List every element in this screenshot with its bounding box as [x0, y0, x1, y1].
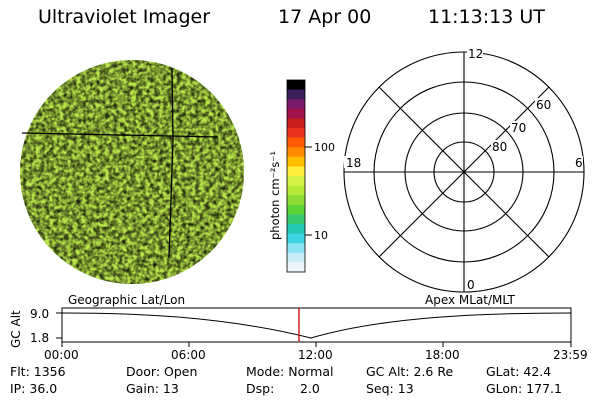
- timeline-x-0000: 00:00: [44, 348, 79, 362]
- mlt-label-18: 18: [346, 156, 361, 170]
- status-flt: Flt: 1356: [10, 364, 66, 379]
- timeline-x-2359: 23:59: [553, 348, 588, 362]
- polar-labels: 12 18 6 0 60 70 80: [344, 47, 583, 292]
- uv-image-crosshair: [21, 67, 219, 259]
- instrument-title: Ultraviolet Imager: [38, 6, 211, 28]
- status-glon: GLon: 177.1: [486, 381, 562, 396]
- timeline-right-label: Apex MLat/MLT: [425, 293, 515, 307]
- timeline-x-0600: 06:00: [171, 348, 206, 362]
- colorbar-segment: [287, 147, 305, 158]
- colorbar-segment: [287, 204, 305, 215]
- timeline-y-bottom: 1.8: [30, 331, 49, 345]
- colorbar-ticks: [305, 146, 312, 236]
- colorbar-segment: [287, 128, 305, 139]
- colorbar-segment: [287, 176, 305, 187]
- timeline-left-label: Geographic Lat/Lon: [68, 293, 185, 307]
- lat-label-60: 60: [536, 98, 551, 112]
- colorbar-segment: [287, 262, 305, 273]
- colorbar-segment: [287, 243, 305, 254]
- lat-label-70: 70: [511, 121, 526, 135]
- colorbar-segment: [287, 185, 305, 196]
- mlt-label-6: 6: [575, 156, 583, 170]
- status-glat: GLat: 42.4: [486, 364, 552, 379]
- status-seq: Seq: 13: [366, 381, 414, 396]
- colorbar-segment: [287, 224, 305, 235]
- date-label: 17 Apr 00: [278, 6, 372, 28]
- colorbar-segment: [287, 108, 305, 119]
- colorbar-segment: [287, 214, 305, 225]
- colorbar-tick-10: 10: [314, 229, 328, 242]
- colorbar-segment: [287, 233, 305, 244]
- colorbar-tick-100: 100: [314, 141, 335, 154]
- timeline: Geographic Lat/Lon Apex MLat/MLT GC Alt …: [9, 293, 588, 362]
- colorbar-segment: [287, 99, 305, 110]
- colorbar-segment: [287, 195, 305, 206]
- colorbar: [287, 80, 305, 273]
- colorbar-segment: [287, 252, 305, 263]
- time-label: 11:13:13 UT: [428, 6, 545, 28]
- status-gcalt: GC Alt: 2.6 Re: [366, 364, 454, 379]
- colorbar-frame: [286, 79, 306, 273]
- status-mode: Mode: Normal: [246, 364, 334, 379]
- mlt-label-12: 12: [468, 47, 483, 61]
- timeline-axis-title: GC Alt: [9, 310, 23, 348]
- colorbar-unit-label: photon cm⁻²s⁻¹: [268, 151, 282, 240]
- timeline-y-top: 9.0: [30, 307, 49, 321]
- colorbar-segment: [287, 89, 305, 100]
- polar-grid: [343, 51, 585, 293]
- colorbar-segment: [287, 166, 305, 177]
- uv-image: [20, 60, 244, 284]
- status-dsp-value: 2.0: [300, 381, 320, 396]
- status-ip: IP: 36.0: [10, 381, 58, 396]
- colorbar-segment: [287, 80, 305, 91]
- status-dsp-label: Dsp:: [246, 381, 275, 396]
- colorbar-segment: [287, 137, 305, 148]
- status-door: Door: Open: [126, 364, 198, 379]
- lat-label-80: 80: [492, 140, 507, 154]
- colorbar-segment: [287, 156, 305, 167]
- colorbar-segment: [287, 118, 305, 129]
- mlt-label-0: 0: [467, 278, 475, 292]
- timeline-x-1800: 18:00: [425, 348, 460, 362]
- timeline-x-1200: 12:00: [298, 348, 333, 362]
- status-gain: Gain: 13: [126, 381, 179, 396]
